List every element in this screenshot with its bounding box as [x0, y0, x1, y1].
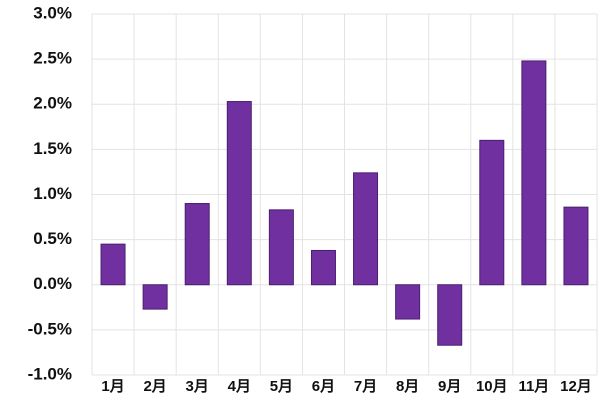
bar [395, 284, 421, 320]
y-tick-label: 1.5% [33, 139, 72, 158]
bar [310, 249, 336, 286]
bar [142, 284, 168, 310]
x-tick-label: 10月 [476, 378, 508, 395]
bar [437, 284, 463, 346]
y-tick-label: 1.0% [33, 184, 72, 203]
x-tick-label: 2月 [143, 378, 166, 395]
y-tick-label: 0.0% [33, 274, 72, 293]
y-tick-label: 2.0% [33, 94, 72, 113]
bar [226, 101, 252, 286]
x-tick-label: 12月 [560, 378, 592, 395]
y-tick-label: 0.5% [33, 229, 72, 248]
y-tick-label: -1.0% [28, 364, 72, 383]
x-tick-label: 8月 [396, 378, 419, 395]
x-tick-label: 9月 [438, 378, 461, 395]
y-tick-label: -0.5% [28, 319, 72, 338]
bar [521, 60, 547, 286]
bar [479, 139, 505, 286]
bar [184, 203, 210, 286]
bar [268, 209, 294, 286]
x-tick-label: 5月 [270, 378, 293, 395]
bar [353, 172, 379, 286]
bar [100, 243, 126, 286]
y-tick-label: 3.0% [33, 3, 72, 22]
x-tick-label: 7月 [354, 378, 377, 395]
x-tick-label: 3月 [186, 378, 209, 395]
x-tick-label: 11月 [518, 378, 549, 395]
x-tick-label: 1月 [101, 378, 124, 395]
x-tick-label: 4月 [228, 378, 251, 395]
x-tick-label: 6月 [312, 378, 335, 395]
bar [563, 206, 589, 286]
y-tick-label: 2.5% [33, 49, 72, 68]
